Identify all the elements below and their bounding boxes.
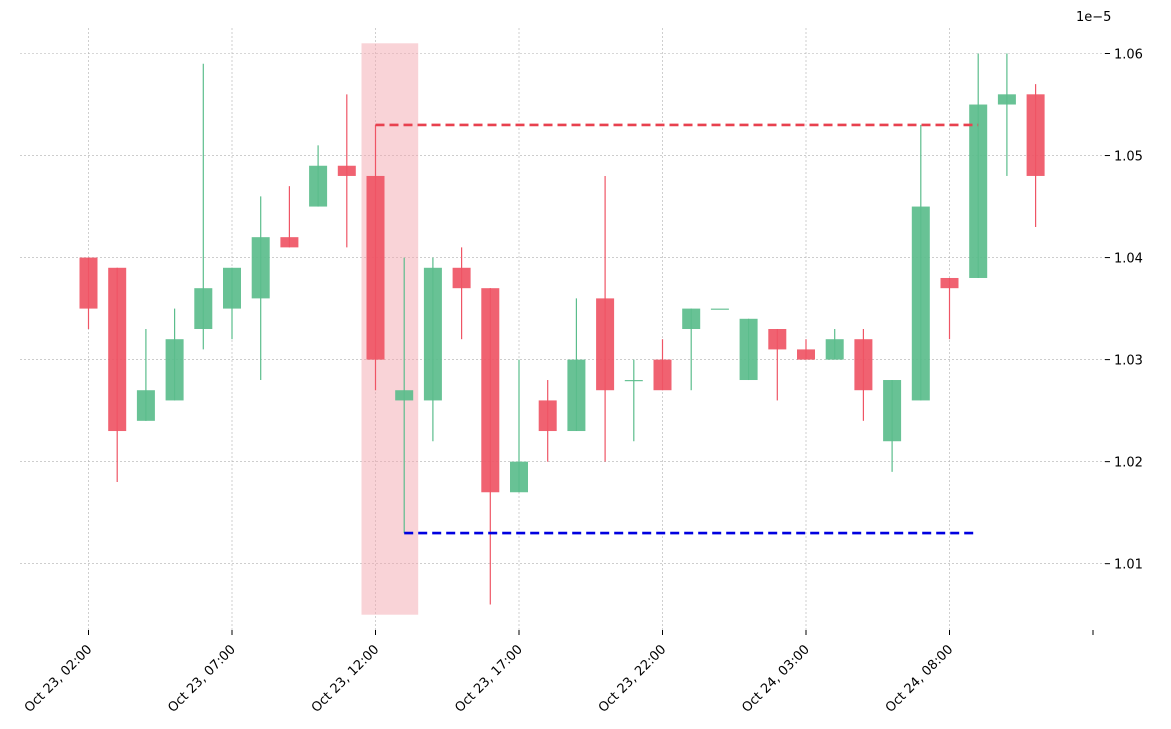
candle-body	[136, 390, 155, 421]
x-tick-label: Oct 23, 07:00	[165, 642, 238, 715]
candle-body	[768, 329, 787, 350]
candle	[768, 329, 787, 401]
candle	[366, 124, 385, 391]
candle	[710, 308, 729, 310]
candle-body	[940, 277, 959, 289]
candle-body	[883, 380, 902, 442]
candle-body	[481, 288, 500, 493]
candle	[223, 267, 241, 340]
candle	[194, 63, 213, 350]
x-tick-label: Oct 23, 17:00	[452, 642, 525, 715]
candle	[624, 359, 643, 442]
candle	[309, 145, 328, 207]
candle	[997, 53, 1016, 176]
candle	[825, 329, 844, 360]
y-tick-label: 1.01	[1114, 558, 1143, 573]
candle-body	[79, 257, 98, 309]
candle	[883, 380, 902, 472]
candle	[452, 247, 471, 340]
candle	[165, 308, 184, 401]
candle	[280, 186, 299, 248]
candle-body	[108, 267, 127, 432]
candle-body	[854, 339, 873, 391]
candle	[596, 175, 615, 462]
candle-body	[682, 308, 701, 329]
candle	[481, 288, 500, 605]
candle-body	[596, 298, 615, 391]
candles-layer	[79, 53, 1045, 605]
candle	[969, 53, 988, 278]
candle-body	[567, 359, 586, 432]
y-tick-label: 1.03	[1114, 354, 1143, 369]
y-tick-label: 1.02	[1114, 456, 1143, 471]
candle	[538, 380, 557, 462]
x-tick-label: Oct 23, 12:00	[309, 642, 382, 715]
candle-body	[366, 175, 385, 360]
candle-body	[653, 359, 672, 391]
candle-body	[337, 165, 356, 176]
candle	[79, 257, 98, 329]
level-lines-layer	[375, 123, 979, 535]
x-tick-label: Oct 24, 03:00	[739, 642, 812, 715]
candle-body	[624, 380, 643, 382]
candle-body	[423, 267, 442, 401]
x-tick-label: Oct 23, 02:00	[22, 642, 95, 715]
candle-body	[739, 318, 758, 381]
y-tick-label: 1.04	[1114, 252, 1143, 267]
candle-body	[911, 206, 930, 401]
candle	[423, 257, 442, 442]
candle-body	[395, 390, 414, 401]
grid-layer	[20, 28, 1105, 630]
candle-body	[223, 267, 241, 309]
candle-body	[251, 237, 270, 299]
candle-body	[1026, 94, 1045, 176]
candle	[136, 329, 155, 421]
candle-body	[825, 339, 844, 360]
candle	[1026, 84, 1045, 227]
candle-body	[452, 267, 471, 289]
candle	[567, 298, 586, 432]
candle-body	[538, 400, 557, 432]
candle	[854, 329, 873, 421]
candle	[251, 196, 270, 381]
candle-body	[194, 288, 213, 329]
candle-body	[797, 349, 815, 360]
candle-body	[165, 339, 184, 401]
candle	[395, 257, 414, 534]
y-tick-label: 1.06	[1114, 48, 1143, 63]
candle-body	[510, 461, 528, 493]
candle-body	[969, 104, 988, 278]
candle	[653, 339, 672, 391]
candle	[682, 308, 701, 391]
candle-body	[309, 165, 328, 207]
candle	[739, 318, 758, 381]
y-tick-label: 1.05	[1114, 150, 1143, 165]
candle	[108, 267, 127, 483]
y-exponent-label: 1e−5	[1076, 10, 1111, 25]
candle-body	[280, 237, 299, 248]
candle-body	[997, 94, 1016, 105]
candle	[797, 339, 815, 360]
candle-body	[710, 308, 729, 310]
candle	[510, 359, 528, 493]
candle	[940, 277, 959, 340]
x-tick-label: Oct 23, 22:00	[596, 642, 669, 715]
candle	[911, 124, 930, 401]
candle	[337, 94, 356, 248]
x-tick-label: Oct 24, 08:00	[883, 642, 956, 715]
